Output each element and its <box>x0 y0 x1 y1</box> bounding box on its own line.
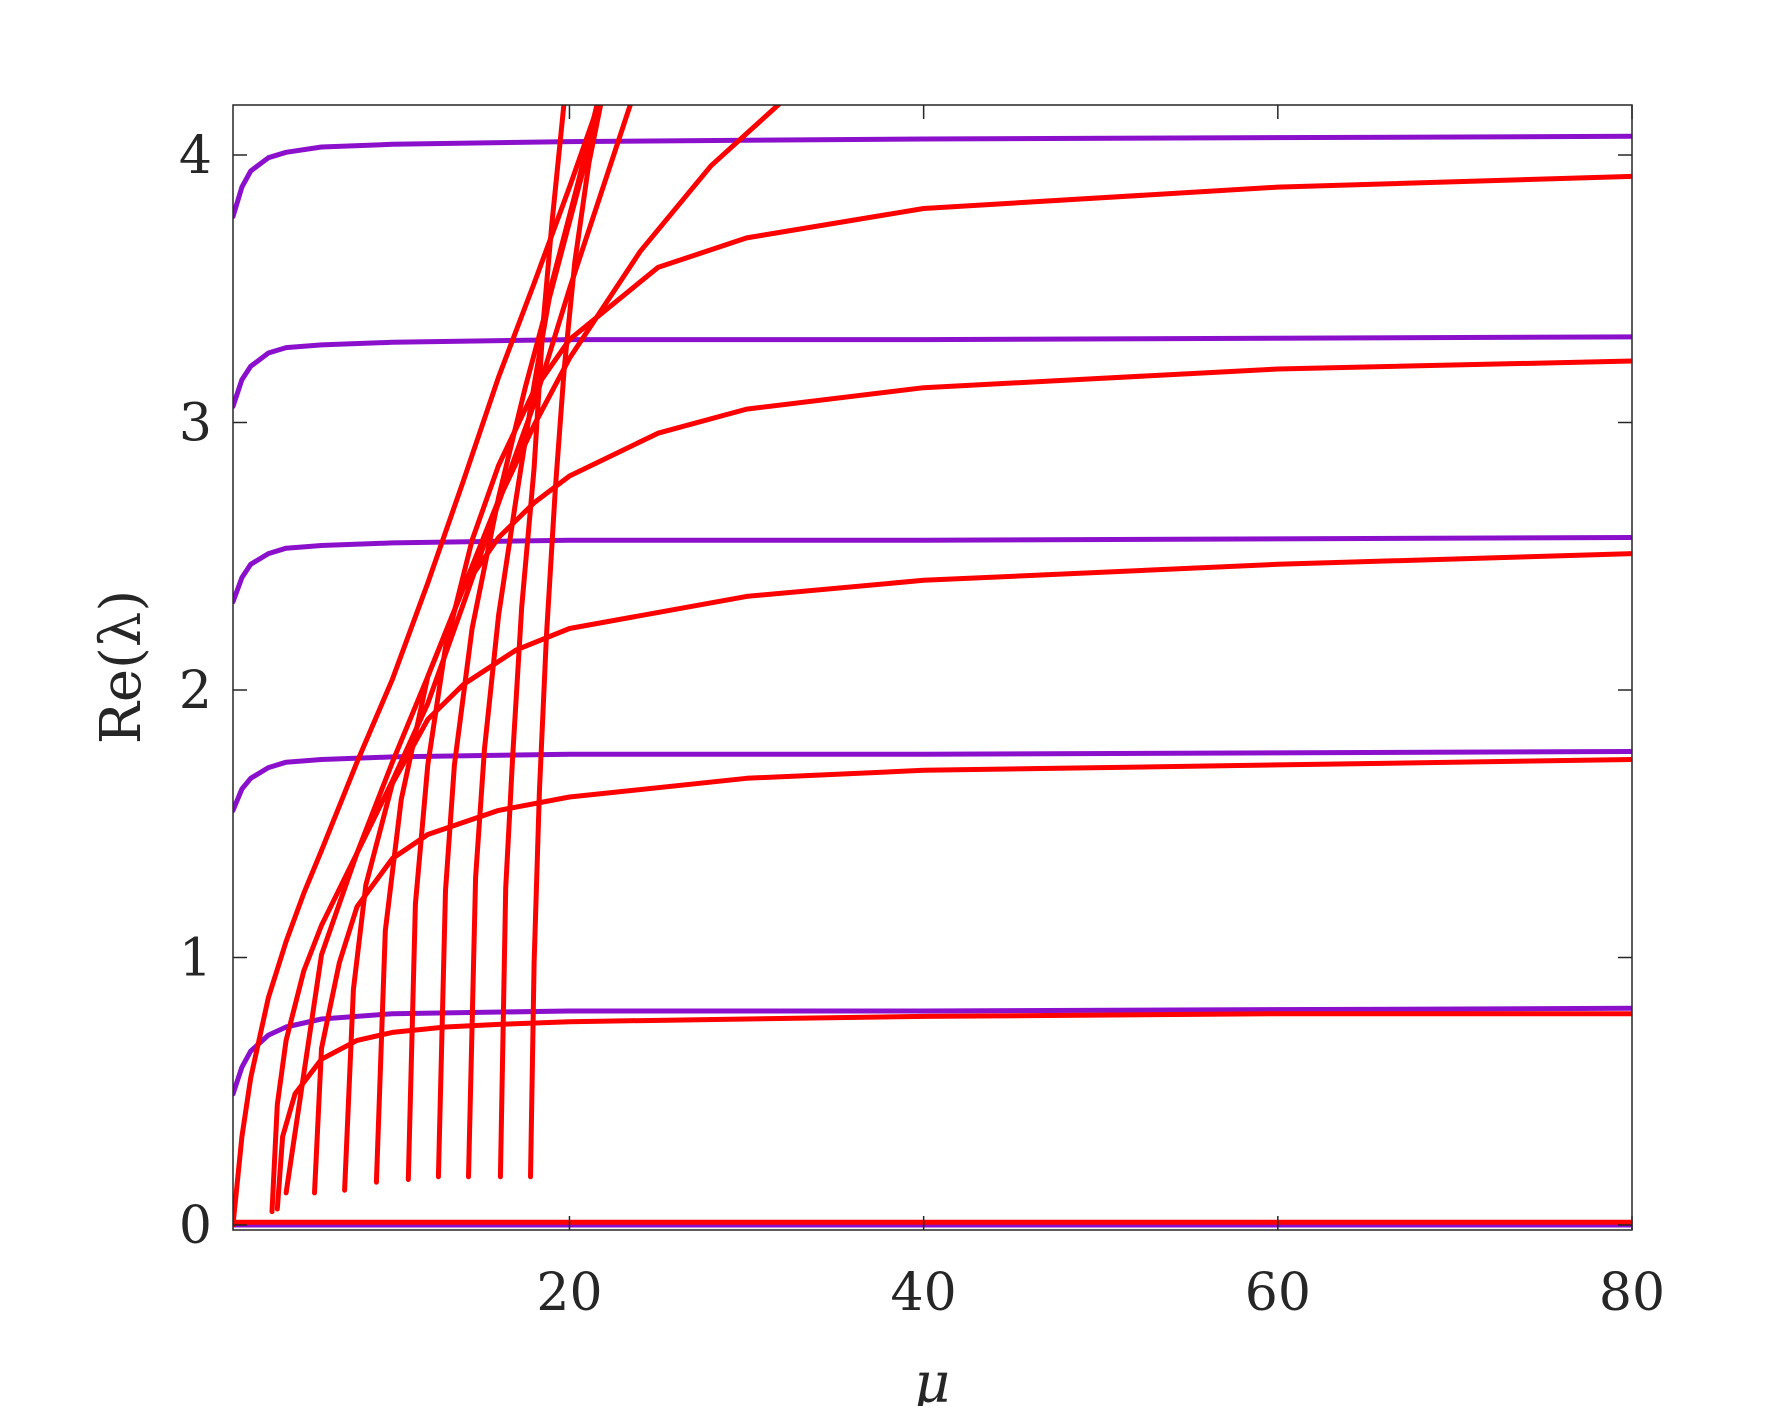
series-line-purple-3 <box>233 535 1632 605</box>
plot-area <box>233 105 1632 1228</box>
ticks: 20 40 60 80 0 1 2 3 4 <box>179 105 1665 1323</box>
y-tick-label-2: 2 <box>179 661 212 721</box>
series-line-red-11 <box>283 105 782 1196</box>
series-line-red-17 <box>466 105 600 1180</box>
series-line-purple-1 <box>233 133 1632 219</box>
y-tick-label-1: 1 <box>179 929 212 989</box>
series-line-red-14 <box>373 358 1632 1185</box>
y-tick-label-4: 4 <box>179 126 212 186</box>
series-line-purple-2 <box>233 334 1632 409</box>
axes-box <box>232 104 1633 1231</box>
series-line-red-12 <box>312 757 1632 1196</box>
series-line-purple-5 <box>233 1005 1632 1097</box>
series-line-red-10 <box>274 1011 1632 1212</box>
x-axis-label: μ <box>914 1351 950 1406</box>
series-line-red-19 <box>528 105 604 1180</box>
y-axis-label: Re(λ) <box>89 590 154 745</box>
x-tick-label-60: 60 <box>1245 1263 1311 1323</box>
series-line-red-13 <box>342 551 1632 1193</box>
x-tick-label-20: 20 <box>536 1263 602 1323</box>
y-tick-label-3: 3 <box>179 394 212 454</box>
x-tick-label-40: 40 <box>891 1263 957 1323</box>
series-line-purple-4 <box>233 749 1632 813</box>
series-line-red-18 <box>497 105 567 1180</box>
series-line-red-8 <box>233 105 602 1228</box>
y-tick-label-0: 0 <box>179 1196 212 1256</box>
x-tick-label-80: 80 <box>1599 1263 1665 1323</box>
